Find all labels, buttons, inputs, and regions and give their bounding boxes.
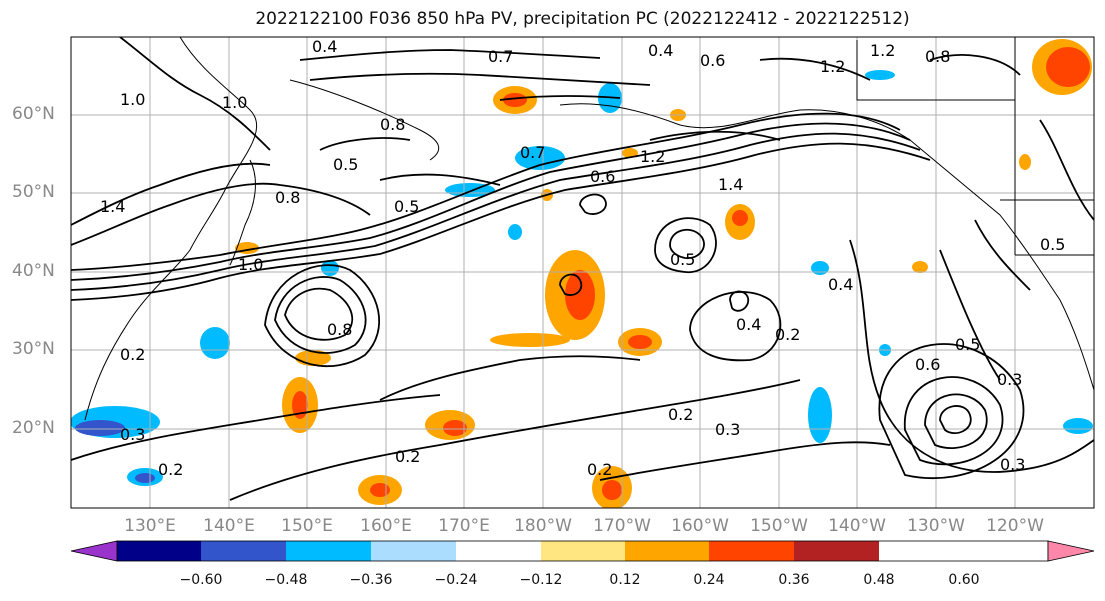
- colorbar-segment: [794, 541, 879, 561]
- contour-label: 0.2: [587, 460, 612, 479]
- lon-label: 130°W: [907, 516, 965, 536]
- colorbar-tick-label: 0.36: [778, 572, 810, 588]
- contour-label: 1.4: [100, 197, 125, 216]
- contour-label: 1.2: [870, 41, 895, 60]
- colorbar-max-extend: [1047, 540, 1095, 562]
- contour-label: 0.2: [395, 447, 420, 466]
- contour-label: 0.4: [736, 315, 761, 334]
- contour-label: 0.4: [312, 37, 337, 56]
- lat-label: 40°N: [12, 261, 55, 281]
- contour-label: 0.7: [488, 47, 513, 66]
- contour-label: 0.5: [1040, 235, 1065, 254]
- colorbar-tick-label: −0.48: [264, 572, 308, 588]
- lat-label: 30°N: [12, 339, 55, 359]
- colorbar-tick-label: −0.36: [349, 572, 393, 588]
- lat-label: 60°N: [12, 104, 55, 124]
- contour-label: 1.4: [718, 175, 743, 194]
- lon-label: 120°W: [986, 516, 1044, 536]
- contour-label: 0.8: [275, 188, 300, 207]
- contour-label: 0.2: [158, 460, 183, 479]
- lon-label: 180°W: [514, 516, 572, 536]
- contour-label: 0.8: [925, 47, 950, 66]
- lat-label: 50°N: [12, 182, 55, 202]
- colorbar-tick-label: −0.60: [179, 572, 223, 588]
- colorbar-min-extend: [70, 540, 118, 562]
- lon-label: 160°E: [360, 516, 412, 536]
- colorbar-segment: [456, 541, 541, 561]
- contour-label: 0.6: [915, 355, 940, 374]
- contour-label: 0.5: [955, 335, 980, 354]
- contour-label: 0.3: [997, 370, 1022, 389]
- pv-contours: [71, 37, 1094, 501]
- contour-label: 0.5: [394, 197, 419, 216]
- contour-label: 0.2: [775, 325, 800, 344]
- lon-label: 150°E: [281, 516, 333, 536]
- lat-label: 20°N: [12, 418, 55, 438]
- contour-label: 0.2: [120, 345, 145, 364]
- contour-label: 0.4: [828, 275, 853, 294]
- contour-label: 0.6: [700, 51, 725, 70]
- contour-labels: 0.4 0.7 0.4 0.6 1.2 0.8 1.2 1.0 1.0 0.8 …: [100, 37, 1065, 479]
- contour-label: 1.0: [238, 255, 263, 274]
- colorbar-segment: [201, 541, 286, 561]
- lon-label: 170°W: [593, 516, 651, 536]
- contour-label: 0.2: [668, 405, 693, 424]
- lon-label: 140°E: [203, 516, 255, 536]
- contour-label: 0.8: [327, 320, 352, 339]
- lon-label: 170°E: [438, 516, 490, 536]
- colorbar-segment: [541, 541, 625, 561]
- precip-positive-areas: [235, 39, 1092, 508]
- colorbar-segment: [117, 541, 201, 561]
- contour-label: 1.0: [222, 93, 247, 112]
- graticule: [71, 37, 1094, 508]
- contour-label: 1.2: [640, 147, 665, 166]
- contour-label: 0.5: [670, 250, 695, 269]
- colorbar-tick-label: −0.12: [519, 572, 563, 588]
- lon-label: 160°W: [671, 516, 729, 536]
- map-title: 2022122100 F036 850 hPa PV, precipitatio…: [255, 9, 910, 29]
- contour-label: 0.7: [520, 143, 545, 162]
- lon-label: 150°W: [750, 516, 808, 536]
- colorbar-tick-label: 0.12: [609, 572, 641, 588]
- colorbar-tick-label: −0.24: [434, 572, 478, 588]
- colorbar-segment: [371, 541, 456, 561]
- map-frame: [70, 36, 1095, 509]
- contour-label: 0.5: [333, 155, 358, 174]
- contour-label: 0.3: [715, 420, 740, 439]
- colorbar-segment: [286, 541, 371, 561]
- contour-label: 0.4: [648, 41, 673, 60]
- contour-label: 0.3: [120, 425, 145, 444]
- contour-label: 0.3: [1000, 455, 1025, 474]
- colorbar-segment: [709, 541, 794, 561]
- contour-label: 1.2: [820, 57, 845, 76]
- contour-label: 0.8: [380, 115, 405, 134]
- colorbar-tick-label: 0.60: [948, 572, 980, 588]
- colorbar-tick-label: 0.24: [693, 572, 725, 588]
- contour-label: 1.0: [120, 90, 145, 109]
- contour-label: 0.6: [590, 167, 615, 186]
- colorbar-segment: [625, 541, 709, 561]
- colorbar-tick-label: 0.48: [863, 572, 895, 588]
- lon-label: 140°W: [828, 516, 886, 536]
- lon-label: 130°E: [124, 516, 176, 536]
